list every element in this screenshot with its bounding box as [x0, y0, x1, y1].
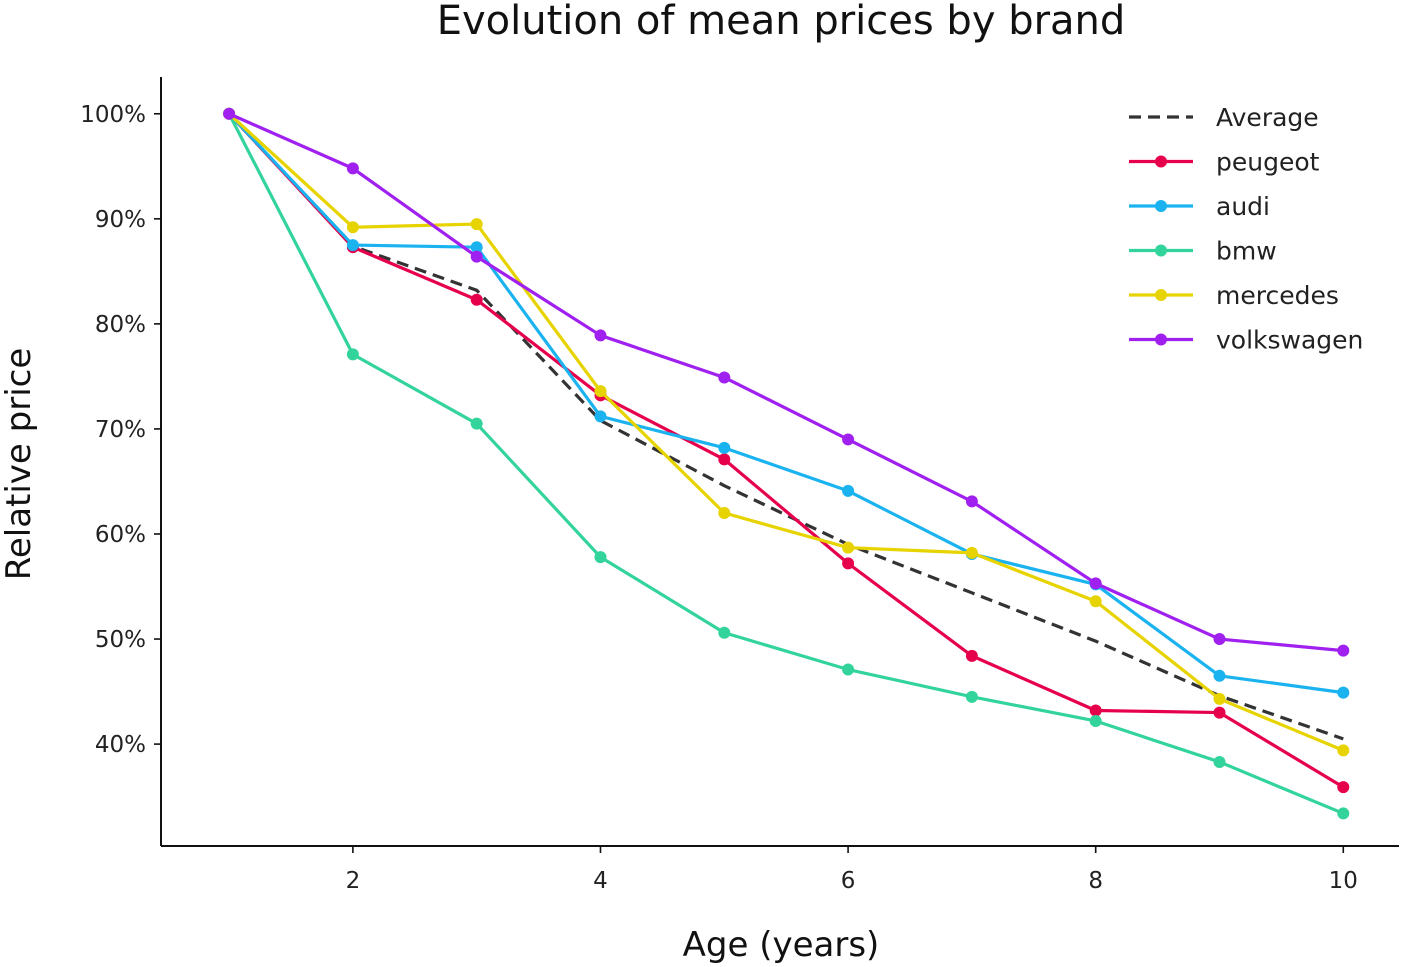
data-point-peugeot — [1213, 706, 1226, 719]
x-tick-label: 6 — [841, 868, 856, 894]
legend-label: volkswagen — [1216, 326, 1363, 355]
data-point-peugeot — [842, 557, 855, 570]
x-tick-label: 8 — [1088, 868, 1103, 894]
y-tick-label: 60% — [95, 522, 146, 548]
series-average — [227, 112, 1344, 741]
data-point-volkswagen — [223, 107, 236, 120]
x-tick-label: 10 — [1329, 868, 1358, 894]
data-point-audi — [346, 239, 359, 252]
data-point-peugeot — [1337, 781, 1350, 794]
legend-marker — [1155, 333, 1167, 346]
data-point-mercedes — [470, 218, 483, 231]
series-volkswagen — [223, 107, 1350, 657]
data-point-mercedes — [346, 221, 359, 234]
legend-item-volkswagen: volkswagen — [1129, 326, 1363, 355]
data-point-mercedes — [842, 541, 855, 554]
data-point-volkswagen — [965, 495, 978, 508]
legend-item-audi: audi — [1129, 192, 1270, 221]
data-point-audi — [1337, 686, 1350, 699]
series-line-peugeot — [227, 112, 1345, 789]
legend-item-mercedes: mercedes — [1129, 281, 1339, 310]
data-point-audi — [594, 410, 607, 423]
legend-item-average: Average — [1129, 103, 1319, 132]
series-line-mercedes — [228, 112, 1344, 752]
legend-marker — [1155, 200, 1167, 212]
data-point-volkswagen — [470, 250, 483, 263]
data-point-bmw — [1337, 807, 1350, 820]
data-point-mercedes — [1213, 692, 1226, 705]
series-line-audi — [227, 112, 1344, 695]
data-point-bmw — [470, 417, 483, 430]
x-axis-label: Age (years) — [683, 925, 880, 965]
data-point-bmw — [594, 551, 607, 564]
legend-label: bmw — [1216, 237, 1277, 266]
data-point-volkswagen — [1213, 633, 1226, 646]
data-point-peugeot — [1089, 704, 1102, 717]
data-point-volkswagen — [1089, 577, 1102, 590]
y-tick-label: 40% — [95, 732, 146, 758]
y-axis-label: Relative price — [0, 348, 39, 581]
legend-item-peugeot: peugeot — [1129, 148, 1320, 177]
data-point-audi — [470, 241, 483, 254]
y-tick-label: 80% — [95, 312, 146, 338]
data-point-volkswagen — [346, 162, 359, 175]
legend-label: Average — [1216, 103, 1319, 132]
series-peugeot — [223, 107, 1350, 794]
y-tick-label: 90% — [95, 207, 146, 233]
data-point-peugeot — [718, 453, 731, 466]
legend-marker — [1155, 289, 1167, 301]
series-line-average — [227, 112, 1344, 741]
y-tick-label: 70% — [95, 417, 146, 443]
data-point-bmw — [1089, 714, 1102, 727]
legend-label: audi — [1216, 192, 1270, 221]
legend-marker — [1155, 244, 1167, 257]
x-tick-label: 4 — [593, 868, 608, 894]
y-tick-label: 50% — [95, 627, 146, 653]
data-point-volkswagen — [718, 371, 731, 384]
data-point-peugeot — [470, 293, 483, 306]
chart-title: Evolution of mean prices by brand — [437, 0, 1126, 44]
data-point-bmw — [1213, 755, 1226, 768]
data-point-bmw — [718, 626, 731, 639]
legend: Average peugeot audi bmw mercedes volkswagen — [1129, 103, 1363, 355]
series-line-volkswagen — [228, 112, 1344, 653]
data-point-peugeot — [965, 649, 978, 662]
axes: 40% 50% 60% 70% 80% 90% 100% 2 4 6 8 10 — [80, 77, 1399, 894]
legend-label: mercedes — [1216, 281, 1339, 310]
legend-marker — [1155, 155, 1167, 168]
legend-item-bmw: bmw — [1129, 237, 1277, 266]
data-point-bmw — [842, 663, 855, 676]
data-point-mercedes — [594, 385, 607, 398]
data-point-mercedes — [965, 546, 978, 559]
data-point-audi — [718, 441, 731, 454]
data-point-bmw — [965, 690, 978, 703]
data-point-volkswagen — [1337, 644, 1350, 657]
data-point-mercedes — [1337, 744, 1350, 757]
data-point-bmw — [346, 348, 359, 361]
data-point-mercedes — [718, 506, 731, 519]
data-point-audi — [842, 484, 855, 497]
legend-label: peugeot — [1216, 148, 1320, 177]
series-layer — [223, 107, 1350, 820]
data-point-volkswagen — [594, 329, 607, 342]
data-point-mercedes — [1089, 595, 1102, 608]
series-line-bmw — [227, 113, 1344, 815]
data-point-volkswagen — [842, 433, 855, 446]
y-tick-label: 100% — [80, 102, 146, 128]
x-tick-label: 2 — [346, 868, 361, 894]
data-point-audi — [1213, 669, 1226, 682]
